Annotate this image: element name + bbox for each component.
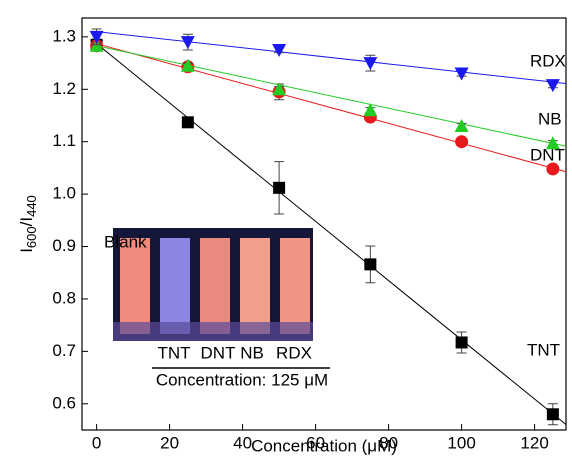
x-tick-label: 100	[447, 433, 475, 452]
y-label-part: I	[17, 248, 36, 253]
inset-label: DNT	[201, 343, 236, 362]
plot-frame	[81, 17, 567, 431]
y-label-part: 440	[24, 195, 39, 217]
marker	[273, 181, 286, 194]
fit-line	[96, 43, 567, 173]
marker	[546, 408, 559, 421]
y-tick-label: 0.9	[52, 236, 76, 255]
y-tick-label: 0.7	[52, 341, 76, 360]
inset-label: NB	[240, 343, 264, 362]
marker	[545, 79, 560, 93]
y-tick-label: 0.6	[52, 393, 76, 412]
y-axis-label: I600/I440	[17, 195, 39, 253]
x-tick-label: 80	[379, 433, 398, 452]
fit-line	[96, 43, 567, 425]
series-label: DNT	[530, 145, 565, 164]
y-tick-label: 1.3	[52, 26, 76, 45]
marker	[89, 30, 104, 44]
x-tick-label: 40	[233, 433, 252, 452]
marker	[454, 67, 469, 81]
inset-label: TNT	[157, 343, 190, 362]
series-label: NB	[538, 109, 562, 128]
x-tick-label: 20	[160, 433, 179, 452]
series-label: TNT	[527, 340, 560, 359]
x-tick-label: 120	[520, 433, 548, 452]
y-tick-label: 1.2	[52, 79, 76, 98]
marker	[180, 58, 195, 72]
fit-line	[96, 45, 567, 147]
marker	[546, 162, 560, 176]
marker	[181, 116, 194, 129]
inset-blank-label: Blank	[104, 232, 147, 251]
marker	[89, 38, 104, 52]
inset-photo	[113, 228, 313, 341]
inset-caption: Concentration: 125 μM	[156, 370, 328, 389]
marker	[545, 136, 560, 150]
y-tick-label: 1.1	[52, 131, 76, 150]
y-label-part: /I	[17, 217, 36, 226]
marker	[364, 258, 377, 271]
x-tick-label: 60	[306, 433, 325, 452]
marker	[455, 135, 469, 149]
inset-label: RDX	[276, 343, 312, 362]
marker	[363, 103, 378, 117]
marker	[272, 43, 287, 57]
x-tick-label: 0	[92, 433, 101, 452]
marker	[272, 82, 287, 96]
marker	[455, 336, 468, 349]
fit-line	[96, 31, 567, 85]
y-tick-label: 1.0	[52, 184, 76, 203]
marker	[180, 36, 195, 50]
x-axis-label: Concentration (μM)	[251, 436, 397, 455]
series-label: RDX	[530, 51, 566, 70]
marker	[454, 118, 469, 132]
marker	[363, 57, 378, 71]
y-label-part: 600	[24, 226, 39, 248]
y-tick-label: 0.8	[52, 288, 76, 307]
